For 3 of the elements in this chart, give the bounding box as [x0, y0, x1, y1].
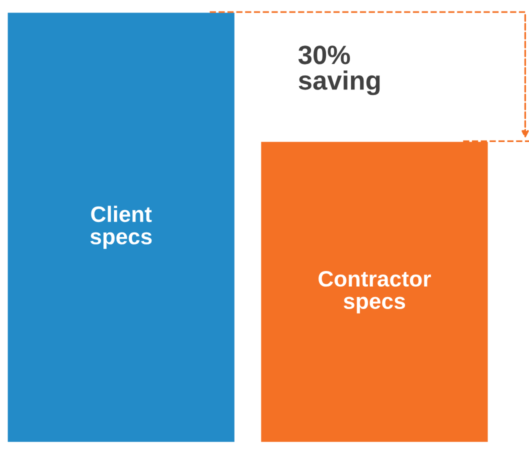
x-tick-label: Client specs	[90, 206, 152, 249]
annotation: 30% saving	[298, 46, 380, 96]
x-tick-label: Contractor specs	[318, 270, 431, 314]
